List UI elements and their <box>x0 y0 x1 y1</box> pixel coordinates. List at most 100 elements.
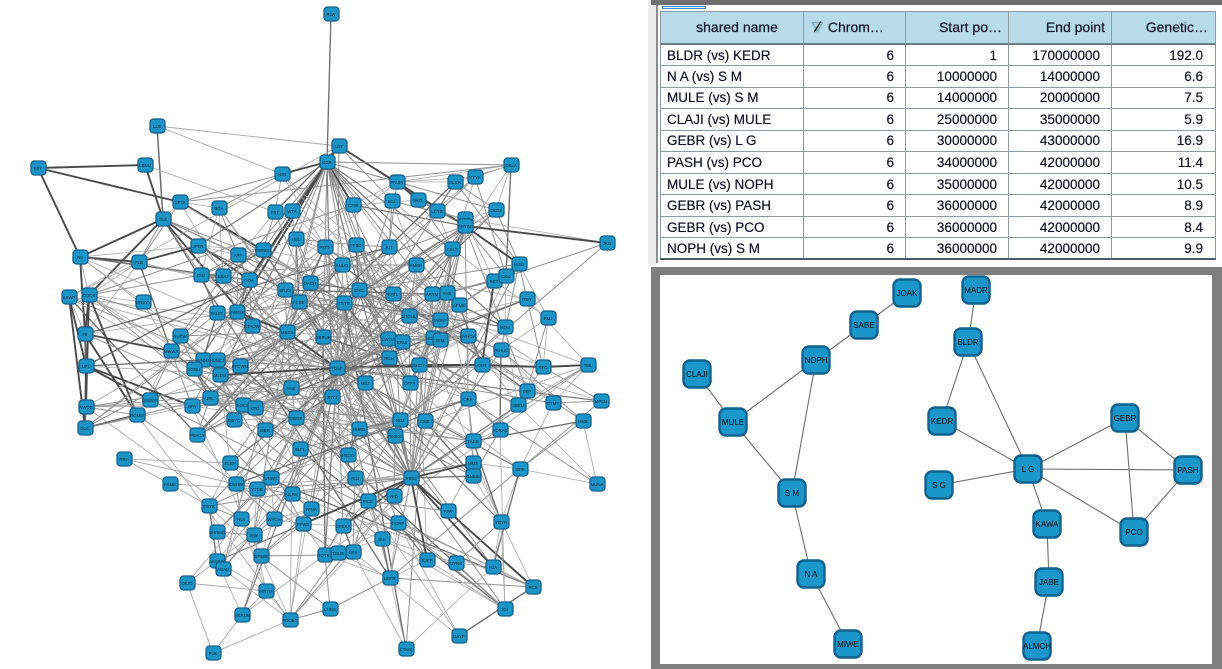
svg-text:NOPH: NOPH <box>804 356 827 365</box>
svg-text:GOYKG: GOYKG <box>317 553 333 558</box>
svg-text:RGH: RGH <box>384 356 394 361</box>
svg-text:ASME: ASME <box>164 482 176 487</box>
svg-text:FYWE: FYWE <box>297 522 310 527</box>
svg-text:LLB: LLB <box>153 124 161 129</box>
svg-text:NID: NID <box>390 494 397 499</box>
svg-text:GEBR: GEBR <box>1114 414 1137 423</box>
svg-text:OLILK: OLILK <box>449 180 461 185</box>
svg-text:OREKA: OREKA <box>335 524 350 529</box>
svg-text:MWWA: MWWA <box>164 349 179 354</box>
svg-text:UMTF: UMTF <box>384 576 396 581</box>
svg-text:RTO: RTO <box>539 365 549 370</box>
svg-text:RWNBC: RWNBC <box>255 248 271 253</box>
svg-text:EHG: EHG <box>354 288 364 293</box>
svg-text:RBSJ: RBSJ <box>406 476 417 481</box>
svg-text:KAWP: KAWP <box>63 295 76 300</box>
svg-text:SBEU: SBEU <box>512 403 524 408</box>
svg-text:JPTR: JPTR <box>193 244 204 249</box>
svg-text:MBSS: MBSS <box>281 330 293 335</box>
svg-text:ITBY: ITBY <box>522 297 532 302</box>
svg-text:YDRAS: YDRAS <box>493 428 508 433</box>
svg-text:PKFF: PKFF <box>320 245 331 250</box>
svg-text:HUNCJ: HUNCJ <box>210 358 225 363</box>
svg-text:OOOK: OOOK <box>83 293 96 298</box>
svg-text:SHOY: SHOY <box>413 363 425 368</box>
svg-text:JRL: JRL <box>206 396 214 401</box>
svg-text:TFM: TFM <box>436 338 445 343</box>
svg-text:PASH: PASH <box>1177 466 1198 475</box>
svg-text:YYYA: YYYA <box>469 175 480 180</box>
svg-text:MPCU: MPCU <box>595 399 608 404</box>
svg-text:MADR: MADR <box>964 286 988 295</box>
svg-text:DAYP: DAYP <box>453 634 465 639</box>
svg-text:GNBIB: GNBIB <box>466 474 480 479</box>
svg-text:BUI: BUI <box>378 537 385 542</box>
svg-text:L G: L G <box>1022 465 1035 474</box>
svg-text:RGI: RGI <box>351 476 359 481</box>
svg-text:YFNA: YFNA <box>305 507 317 512</box>
svg-text:WNSYY: WNSYY <box>135 300 151 305</box>
svg-text:WNNJ: WNNJ <box>197 358 209 363</box>
svg-text:MIWE: MIWE <box>837 640 859 649</box>
svg-text:S M: S M <box>785 489 800 498</box>
svg-text:MUNA: MUNA <box>591 482 604 487</box>
svg-text:DUC: DUC <box>80 426 89 431</box>
svg-text:ARYM: ARYM <box>426 292 439 297</box>
svg-text:OTFY: OTFY <box>404 381 416 386</box>
svg-text:MEJ: MEJ <box>361 381 370 386</box>
svg-text:MLDG: MLDG <box>214 373 227 378</box>
svg-text:UNWT: UNWT <box>265 476 278 481</box>
svg-text:COA: COA <box>244 278 253 283</box>
svg-text:EGL: EGL <box>388 199 397 204</box>
svg-text:ERUI: ERUI <box>397 340 407 345</box>
svg-text:RLW: RLW <box>326 12 336 17</box>
svg-text:NWOE: NWOE <box>79 405 93 410</box>
svg-text:FIRYM: FIRYM <box>259 589 273 594</box>
svg-text:LWJU: LWJU <box>382 337 393 342</box>
svg-text:LCYB: LCYB <box>431 209 442 214</box>
svg-text:JABE: JABE <box>1039 578 1059 587</box>
svg-text:EPOI: EPOI <box>175 200 185 205</box>
svg-text:JHIE: JHIE <box>286 386 295 391</box>
svg-text:AGAE: AGAE <box>217 567 229 572</box>
svg-text:EOCO: EOCO <box>237 403 250 408</box>
svg-text:BLDR: BLDR <box>957 338 979 347</box>
svg-text:OLE: OLE <box>159 217 168 222</box>
svg-text:DEBMG: DEBMG <box>142 398 158 403</box>
svg-text:FNACA: FNACA <box>190 433 205 438</box>
svg-text:CKU: CKU <box>501 274 510 279</box>
svg-text:GBRUR: GBRUR <box>315 335 331 340</box>
svg-text:LML: LML <box>292 237 301 242</box>
svg-text:SABE: SABE <box>853 321 874 330</box>
svg-text:BKO: BKO <box>413 198 423 203</box>
svg-text:TADNF: TADNF <box>433 318 447 323</box>
svg-text:PMKP: PMKP <box>410 263 422 268</box>
svg-text:OTMY: OTMY <box>547 401 560 406</box>
svg-text:MERUB: MERUB <box>234 613 250 618</box>
svg-text:FLB: FLB <box>135 260 143 265</box>
svg-text:TSYE: TSYE <box>338 301 349 306</box>
svg-text:MJID: MJID <box>514 262 524 267</box>
svg-text:SGNU: SGNU <box>188 367 200 372</box>
svg-text:CTKIE: CTKIE <box>400 647 413 652</box>
svg-text:JKD: JKD <box>603 241 611 246</box>
svg-text:FJW: FJW <box>444 509 454 514</box>
svg-text:NDJ: NDJ <box>396 418 404 423</box>
svg-text:ANUG: ANUG <box>336 263 349 268</box>
svg-text:RUJG: RUJG <box>211 311 223 316</box>
svg-text:HJD: HJD <box>278 172 286 177</box>
svg-text:RRH: RRH <box>119 457 128 462</box>
svg-text:YGYR: YGYR <box>495 520 507 525</box>
svg-text:PAUPI: PAUPI <box>391 180 404 185</box>
svg-text:OBGF: OBGF <box>290 416 303 421</box>
svg-text:N A: N A <box>805 570 819 579</box>
svg-text:WTA: WTA <box>287 209 296 214</box>
svg-text:CLAJI: CLAJI <box>686 370 708 379</box>
svg-text:SMK: SMK <box>249 533 258 538</box>
svg-text:AKWUY: AKWUY <box>209 559 225 564</box>
svg-text:SRJG: SRJG <box>279 288 291 293</box>
svg-text:YTOE: YTOE <box>251 487 263 492</box>
svg-text:UFL: UFL <box>82 364 91 369</box>
svg-text:AFMB: AFMB <box>453 303 465 308</box>
svg-text:RCB: RCB <box>528 585 537 590</box>
